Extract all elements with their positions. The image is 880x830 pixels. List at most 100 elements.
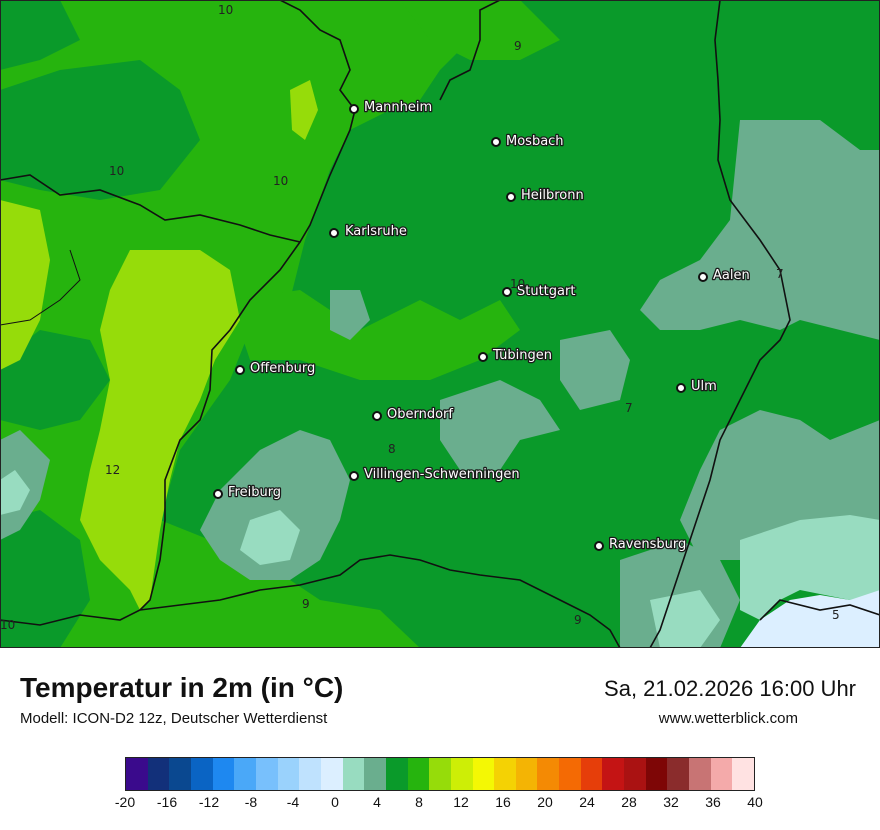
- colorbar-swatch: [429, 758, 451, 790]
- temp-zone-9-10: [0, 0, 200, 648]
- colorbar-swatch: [407, 758, 430, 790]
- colorbar-swatch: [559, 758, 581, 790]
- city-karlsruhe[interactable]: Karlsruhe: [329, 223, 408, 240]
- colorbar-swatch: [277, 758, 300, 790]
- colorbar-tick-label: 40: [747, 794, 763, 810]
- city-label-aalen: Aalen: [713, 268, 750, 283]
- city-label-stuttgart: Stuttgart: [517, 284, 575, 299]
- colorbar-swatch: [494, 758, 516, 790]
- colorbar-ticks: -20 -16 -12 -8 -4 0 4 8 12 16 20 24 28 32 36 40: [115, 794, 763, 814]
- city-label-villingen-schwenningen: Villingen-Schwenningen: [364, 467, 520, 482]
- colorbar-swatch: [299, 758, 321, 790]
- contour-label: 9: [302, 597, 310, 611]
- contour-label: 10: [218, 3, 233, 17]
- colorbar-swatch: [732, 758, 755, 790]
- temp-zone-0-4: [740, 590, 880, 648]
- colorbar-swatch: [234, 758, 256, 790]
- city-label-karlsruhe: Karlsruhe: [345, 224, 407, 239]
- city-mannheim[interactable]: Mannheim: [349, 99, 433, 116]
- city-aalen[interactable]: Aalen: [698, 267, 751, 284]
- city-label-mosbach: Mosbach: [506, 134, 564, 149]
- city-label-freiburg: Freiburg: [228, 485, 281, 500]
- temp-zone-4-5: [0, 470, 880, 648]
- contour-label: 7: [625, 401, 633, 415]
- colorbar-swatch: [602, 758, 625, 790]
- contour-label: 10: [0, 618, 15, 632]
- map-canvas: Mannheim Mosbach Heilbronn Karlsruhe Aal…: [0, 0, 880, 648]
- colorbar-swatch: [472, 758, 495, 790]
- legend-footer: Temperatur in 2m (in °C) Modell: ICON-D2…: [0, 648, 880, 830]
- border-bavaria: [649, 0, 791, 648]
- colorbar-tick-label: 0: [331, 794, 339, 810]
- border-saarland: [0, 249, 81, 326]
- contour-labels: 10 9 10 10 10 7 7 8 12 9 9 5 10: [0, 3, 840, 632]
- forecast-datetime: Sa, 21.02.2026 16:00 Uhr: [604, 676, 856, 701]
- state-border-north-west: [0, 0, 356, 243]
- border-hesse: [439, 0, 501, 101]
- colorbar: [125, 757, 755, 793]
- colorbar-swatch: [364, 758, 386, 790]
- city-villingen-schwenningen[interactable]: Villingen-Schwenningen: [349, 466, 521, 483]
- city-ulm[interactable]: Ulm: [676, 378, 718, 395]
- temperature-map: Mannheim Mosbach Heilbronn Karlsruhe Aal…: [0, 0, 880, 648]
- colorbar-swatch: [537, 758, 560, 790]
- colorbar-tick-label: 4: [373, 794, 381, 810]
- colorbar-tick-label: -8: [244, 794, 258, 810]
- colorbar-swatch: [624, 758, 646, 790]
- colorbar-tick-label: -4: [286, 794, 300, 810]
- city-markers: Mannheim Mosbach Heilbronn Karlsruhe Aal…: [213, 99, 751, 553]
- colorbar-swatch: [342, 758, 365, 790]
- contour-label: 10: [273, 174, 288, 188]
- city-label-tuebingen: Tübingen: [492, 348, 552, 363]
- contour-label: 7: [776, 267, 784, 281]
- colorbar-swatch: [126, 758, 148, 790]
- colorbar-swatch: [667, 758, 690, 790]
- colorbar-swatch: [645, 758, 668, 790]
- colorbar-tick-label: 16: [495, 794, 511, 810]
- contour-label: 12: [105, 463, 120, 477]
- colorbar-swatch: [169, 758, 191, 790]
- colorbar-swatch: [515, 758, 538, 790]
- city-freiburg[interactable]: Freiburg: [213, 484, 282, 501]
- city-ravensburg[interactable]: Ravensburg: [594, 536, 688, 553]
- colorbar-swatch: [450, 758, 473, 790]
- city-label-ravensburg: Ravensburg: [609, 537, 686, 552]
- city-offenburg[interactable]: Offenburg: [235, 360, 317, 377]
- chart-title: Temperatur in 2m (in °C): [20, 672, 344, 703]
- city-heilbronn[interactable]: Heilbronn: [506, 187, 585, 204]
- contour-label: 5: [832, 608, 840, 622]
- colorbar-swatch: [385, 758, 408, 790]
- colorbar-tick-label: 20: [537, 794, 553, 810]
- city-label-mannheim: Mannheim: [364, 100, 432, 115]
- rhine-border-france: [0, 241, 301, 626]
- city-tuebingen[interactable]: Tübingen: [478, 347, 553, 364]
- city-oberndorf[interactable]: Oberndorf: [372, 406, 455, 423]
- temp-zone-12: [0, 80, 318, 610]
- borders: [0, 0, 880, 648]
- colorbar-swatch: [255, 758, 278, 790]
- colorbar-bar: [125, 757, 755, 791]
- colorbar-tick-label: 8: [415, 794, 423, 810]
- border-switzerland: [139, 554, 621, 648]
- contour-label: 9: [574, 613, 582, 627]
- contour-label: 10: [109, 164, 124, 178]
- colorbar-swatch: [689, 758, 711, 790]
- colorbar-tick-label: 24: [579, 794, 595, 810]
- model-subtitle: Modell: ICON-D2 12z, Deutscher Wetterdie…: [20, 710, 328, 727]
- city-mosbach[interactable]: Mosbach: [491, 133, 565, 150]
- colorbar-swatch: [320, 758, 343, 790]
- city-label-heilbronn: Heilbronn: [521, 188, 584, 203]
- colorbar-swatch: [190, 758, 213, 790]
- colorbar-tick-label: -12: [198, 794, 220, 810]
- colorbar-tick-label: -16: [156, 794, 178, 810]
- website-link[interactable]: www.wetterblick.com: [658, 710, 798, 727]
- contour-label: 9: [514, 39, 522, 53]
- city-stuttgart[interactable]: Stuttgart: [502, 283, 577, 300]
- colorbar-tick-label: 12: [453, 794, 469, 810]
- contour-label: 10: [510, 277, 525, 291]
- colorbar-swatch: [147, 758, 170, 790]
- city-label-oberndorf: Oberndorf: [387, 407, 453, 422]
- colorbar-swatch: [580, 758, 603, 790]
- city-label-ulm: Ulm: [691, 379, 717, 394]
- colorbar-tick-label: -20: [114, 794, 136, 810]
